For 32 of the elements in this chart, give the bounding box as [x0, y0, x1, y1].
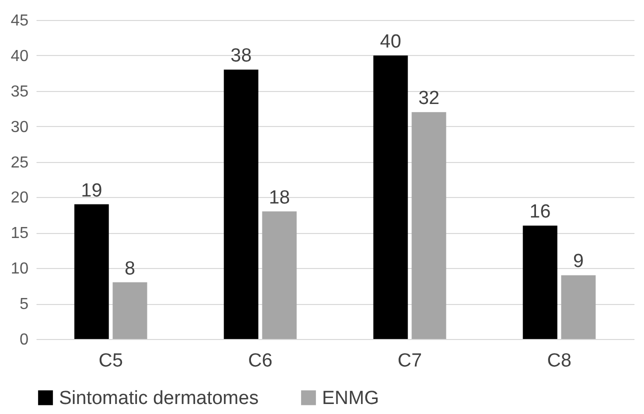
data-label: 32: [418, 88, 440, 110]
y-tick-label: 45: [10, 12, 29, 30]
y-tick-label: 25: [10, 154, 29, 172]
x-tick-label: C5: [98, 350, 123, 372]
bar: [373, 55, 408, 339]
x-tick-label: C7: [398, 350, 422, 372]
data-label: 18: [268, 187, 290, 208]
legend-label: ENMG: [322, 388, 379, 409]
data-label: 19: [81, 180, 102, 202]
y-tick-label: 30: [10, 118, 29, 136]
y-tick-label: 35: [10, 83, 29, 100]
data-label: 38: [230, 46, 252, 67]
bar: [561, 275, 596, 339]
bar: [112, 282, 148, 339]
bar: [74, 204, 109, 339]
legend-label: Sintomatic dermatomes: [59, 388, 259, 409]
y-tick-label: 40: [10, 48, 29, 65]
data-label: 40: [380, 31, 402, 52]
y-tick-label: 15: [10, 225, 29, 242]
x-tick-label: C6: [248, 350, 272, 372]
data-label: 9: [573, 251, 584, 272]
y-tick-label: 10: [10, 260, 29, 278]
bar: [522, 226, 558, 339]
y-tick-label: 0: [20, 332, 29, 348]
bar: [412, 112, 446, 339]
data-label: 16: [530, 202, 551, 223]
x-tick-label: C8: [547, 350, 572, 372]
data-label: 8: [124, 258, 136, 280]
y-tick-label: 20: [10, 190, 29, 207]
bar: [262, 211, 297, 339]
bar: [224, 70, 258, 339]
y-tick-label: 5: [20, 296, 29, 314]
